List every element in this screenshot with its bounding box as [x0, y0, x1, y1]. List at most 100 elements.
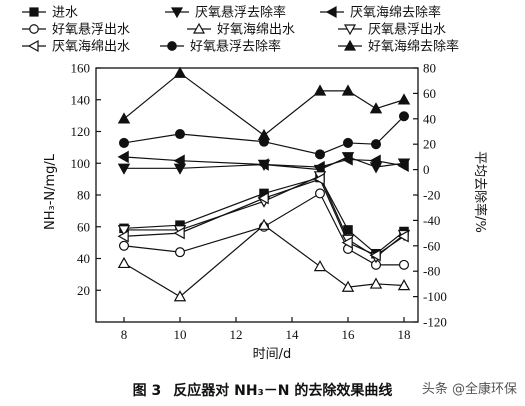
data-point-2 — [313, 160, 325, 174]
data-point-4 — [117, 256, 131, 269]
y-left-tick-label: 120 — [71, 124, 91, 139]
data-point-6 — [369, 249, 381, 262]
y-left-tick-label: 60 — [77, 219, 90, 234]
data-point-8 — [173, 66, 187, 78]
data-point-3 — [398, 259, 410, 270]
data-point-7 — [314, 149, 326, 160]
y-right-tick-label: 0 — [423, 162, 430, 177]
data-point-2 — [257, 158, 269, 171]
legend-entry-1: 厌氧悬浮去除率 — [165, 5, 286, 21]
y-right-tick-label: -120 — [423, 315, 447, 330]
x-tick-label: 10 — [174, 327, 187, 342]
legend-marker — [29, 24, 39, 34]
watermark: 头条 @全康环保 — [421, 382, 517, 397]
legend-label: 进水 — [52, 6, 78, 21]
y-right-tick-label: 60 — [423, 86, 436, 101]
legend-marker — [325, 5, 337, 19]
data-point-7 — [174, 129, 186, 140]
data-point-0 — [343, 225, 353, 235]
data-point-7 — [342, 137, 354, 148]
series-markers — [117, 66, 411, 302]
legend-marker — [192, 22, 206, 34]
legend-entry-5: 厌氧悬浮出水 — [338, 23, 446, 38]
legend-label: 好氧悬浮出水 — [52, 23, 130, 38]
plot-area — [95, 67, 419, 323]
figure-number: 图 3 — [132, 383, 162, 399]
y-right-tick-label: 40 — [423, 111, 436, 126]
legend-label: 厌氧悬浮去除率 — [195, 5, 286, 21]
data-point-8 — [257, 128, 271, 141]
data-point-2 — [173, 154, 185, 167]
legend-label: 好氧海绵去除率 — [368, 39, 459, 55]
figure-caption: 图 3 反应器对 NH₃－N 的去除效果曲线 — [0, 380, 525, 400]
data-point-7 — [370, 139, 382, 150]
data-point-4 — [173, 290, 187, 302]
figure-title: 反应器对 NH₃－N 的去除效果曲线 — [173, 383, 393, 399]
y-right-tick-label: -80 — [423, 264, 440, 279]
data-point-2 — [369, 154, 381, 167]
x-tick-label: 12 — [230, 327, 243, 342]
data-point-2 — [341, 153, 353, 166]
legend-marker — [343, 39, 357, 51]
series-line-5 — [124, 175, 405, 258]
data-point-8 — [117, 112, 131, 124]
legend-marker — [27, 39, 39, 53]
data-point-4 — [397, 279, 411, 291]
data-point-5 — [117, 225, 131, 237]
data-point-8 — [397, 93, 411, 105]
y-right-tick-label: -60 — [423, 238, 440, 253]
series-line-4 — [123, 224, 405, 298]
x-axis-label: 时间/d — [253, 347, 292, 362]
data-point-3 — [118, 240, 130, 251]
y-left-tick-label: 80 — [77, 188, 90, 203]
y-left-tick-label: 140 — [71, 92, 91, 107]
data-point-6 — [257, 191, 269, 205]
legend-marker — [343, 24, 357, 36]
legend-entry-6: 厌氧海绵出水 — [22, 40, 130, 55]
y-right-tick-label: 20 — [423, 137, 436, 152]
data-point-8 — [369, 102, 383, 114]
axis-ticks: 8 10 12 14 16 18 20 40 60 80 100 120 140 160 -120 -100 -… — [71, 61, 447, 343]
series-line-8 — [123, 72, 405, 137]
data-point-4 — [369, 277, 383, 289]
legend-label: 厌氧悬浮出水 — [368, 23, 446, 38]
legend-label: 好氧悬浮去除率 — [190, 39, 281, 55]
legend-entry-4: 好氧海绵出水 — [187, 23, 295, 38]
data-point-3 — [314, 188, 326, 199]
y-right-tick-label: -40 — [423, 213, 440, 228]
legend-label: 好氧海绵出水 — [217, 23, 295, 38]
legend-marker — [170, 7, 184, 19]
legend-marker — [29, 7, 39, 17]
legend-entry-0: 进水 — [22, 6, 78, 21]
y-axis-right-label: 平均去除率/% — [472, 151, 488, 233]
data-point-1 — [117, 163, 131, 175]
x-tick-label: 14 — [286, 327, 300, 342]
legend-entry-7: 好氧悬浮去除率 — [160, 39, 281, 55]
legend-label: 厌氧海绵去除率 — [350, 5, 441, 21]
data-point-4 — [341, 280, 355, 292]
x-tick-label: 18 — [398, 327, 411, 342]
x-tick-label: 8 — [121, 327, 128, 342]
y-axis-left-label: NH₃-N/mg/L — [43, 153, 58, 230]
series-lines — [123, 72, 405, 298]
data-point-6 — [117, 230, 129, 243]
data-point-4 — [257, 218, 271, 230]
data-point-6 — [313, 172, 325, 186]
data-point-3 — [174, 247, 186, 258]
y-left-tick-label: 100 — [71, 156, 91, 171]
data-point-4 — [313, 260, 327, 272]
y-left-tick-label: 20 — [77, 283, 90, 298]
data-point-8 — [313, 84, 327, 96]
y-right-tick-label: -20 — [423, 188, 440, 203]
y-left-tick-label: 40 — [77, 251, 90, 266]
data-point-7 — [398, 111, 410, 122]
y-right-tick-label: -100 — [423, 289, 447, 304]
data-point-8 — [341, 84, 355, 96]
data-point-7 — [118, 137, 130, 148]
data-point-2 — [397, 159, 409, 173]
legend-entry-8: 好氧海绵去除率 — [338, 39, 459, 55]
legend-entry-3: 好氧悬浮出水 — [22, 23, 130, 38]
data-point-2 — [117, 150, 129, 164]
